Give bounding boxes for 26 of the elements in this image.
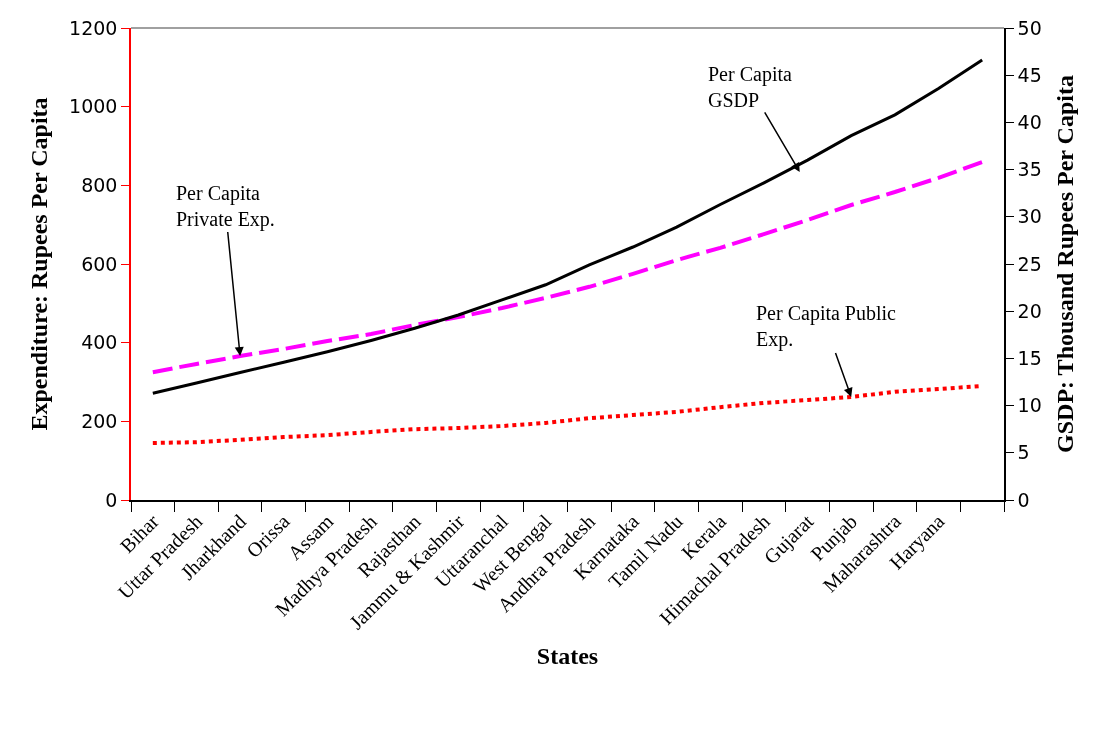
- y2-tick-label: 35: [1017, 158, 1042, 181]
- y-tick-label: 0: [105, 488, 118, 511]
- x-axis-title: States: [536, 643, 599, 670]
- y2-tick-label: 25: [1017, 252, 1042, 275]
- line-series: [150, 160, 985, 375]
- y2-tick-label: 10: [1017, 394, 1042, 417]
- y-tick-label: 600: [81, 252, 118, 275]
- line-series: [151, 58, 984, 395]
- y2-tick-label: 5: [1017, 441, 1030, 464]
- y-tick-label: 1200: [69, 16, 118, 39]
- annotation: Per Capita GSDP: [708, 63, 792, 111]
- y2-tick-label: 20: [1017, 299, 1042, 322]
- y2-tick-label: 50: [1017, 16, 1042, 39]
- y-tick-label: 1000: [69, 95, 118, 118]
- y2-tick-label: 40: [1017, 111, 1042, 134]
- y-tick-label: 200: [81, 409, 118, 432]
- y2-tick-label: 0: [1017, 488, 1030, 511]
- y-tick-label: 400: [81, 331, 118, 354]
- annotation: Per Capita Public Exp.: [756, 302, 897, 351]
- y2-tick-label: 30: [1017, 205, 1042, 228]
- y2-tick-label: 45: [1017, 63, 1042, 86]
- y2-tick-label: 15: [1017, 347, 1042, 370]
- annotation: Per Capita Private Exp.: [176, 182, 275, 231]
- y2-axis-title: GSDP: Thousand Rupees Per Capita: [1051, 75, 1078, 453]
- y-tick-label: 800: [81, 173, 118, 196]
- y-axis-title: Expenditure: Rupees Per Capita: [25, 97, 52, 431]
